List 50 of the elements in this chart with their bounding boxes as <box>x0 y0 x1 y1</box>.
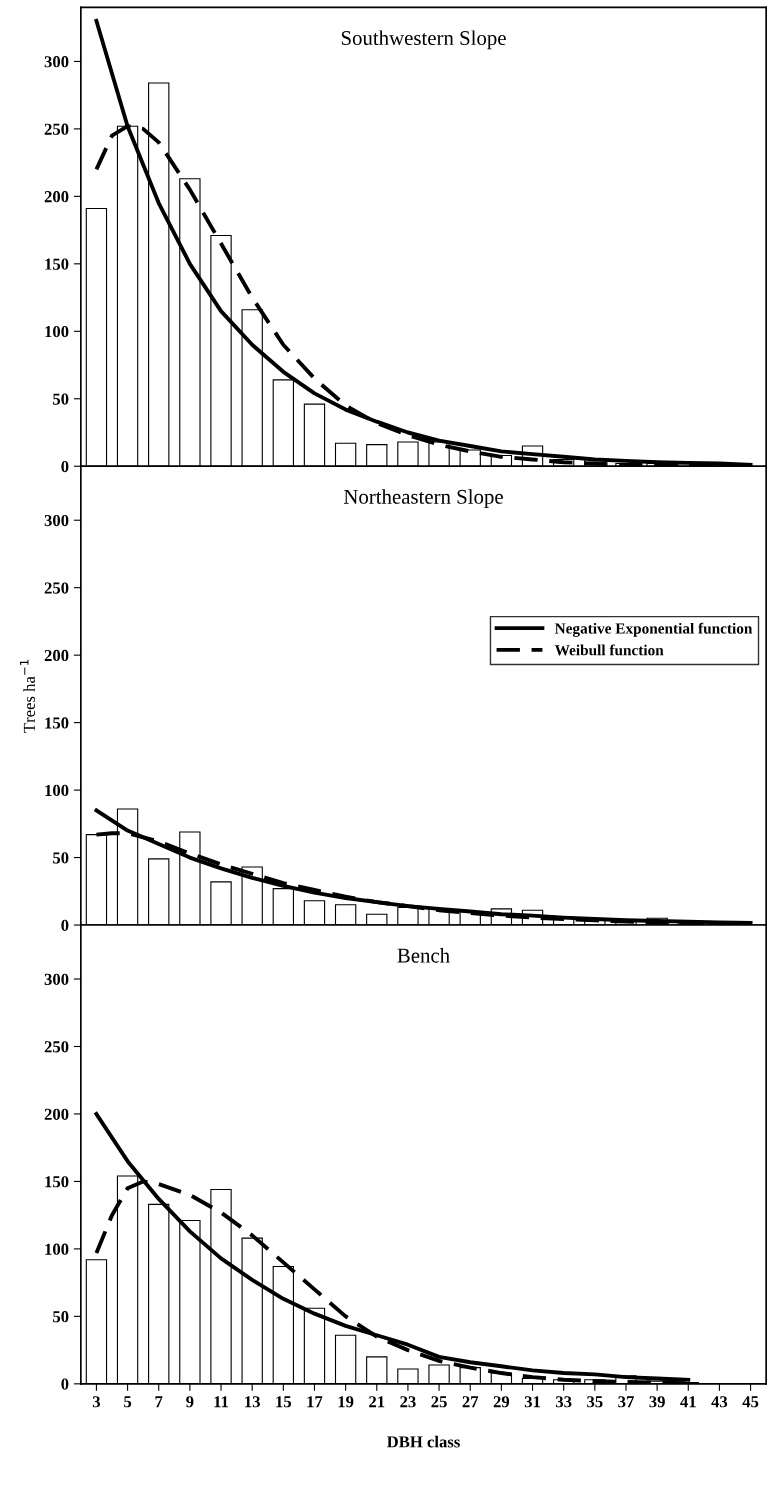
y-tick-label: 200 <box>44 1108 69 1120</box>
x-tick-label: 37 <box>618 1396 634 1408</box>
text: Bench <box>397 947 450 963</box>
y-tick-label: 0 <box>61 460 69 473</box>
x-tick-label: 3 <box>92 1396 101 1408</box>
x-axis-title: DBH class <box>386 1435 460 1448</box>
y-tick-label: 250 <box>44 582 69 594</box>
x-tick-label: 11 <box>214 1396 229 1408</box>
legend-label: Weibull function <box>554 644 664 656</box>
x-tick-label: 5 <box>124 1396 132 1408</box>
y-tick-label: 50 <box>53 1311 69 1323</box>
y-tick-label: 250 <box>44 1041 69 1053</box>
x-tick-label: 39 <box>649 1396 665 1408</box>
legend-label: Negative Exponential function <box>554 622 753 637</box>
x-tick-label: 43 <box>711 1396 728 1408</box>
y-tick-label: 200 <box>44 191 69 203</box>
y-tick-label: 300 <box>44 514 69 527</box>
text: Southwestern Slope <box>341 30 506 50</box>
x-tick-label: 25 <box>431 1396 447 1408</box>
y-tick-label: 0 <box>61 1378 69 1390</box>
y-tick-label: 50 <box>53 852 69 864</box>
y-tick-label: 300 <box>44 973 69 985</box>
y-tick-label: 150 <box>45 258 69 270</box>
x-tick-label: 9 <box>186 1396 194 1408</box>
y-tick-label: 300 <box>44 56 69 68</box>
y-tick-label: 100 <box>45 784 69 797</box>
y-tick-label: 100 <box>45 1243 69 1255</box>
y-axis-title: Trees ha$^{−1}$ <box>19 659 35 733</box>
x-tick-label: 7 <box>155 1396 163 1408</box>
y-tick-label: 200 <box>44 649 69 662</box>
x-tick-label: 33 <box>555 1396 572 1408</box>
x-tick-label: 19 <box>338 1396 354 1408</box>
y-tick-label: 150 <box>45 717 69 729</box>
y-tick-label: 0 <box>61 919 69 931</box>
x-tick-label: 45 <box>742 1396 759 1408</box>
x-tick-label: 27 <box>462 1396 479 1408</box>
x-tick-label: 21 <box>369 1396 385 1408</box>
y-tick-label: 100 <box>45 326 69 338</box>
x-tick-label: 29 <box>493 1396 510 1408</box>
text: Northeastern Slope <box>343 489 503 509</box>
x-tick-label: 13 <box>245 1396 260 1408</box>
x-tick-label: 35 <box>587 1396 603 1408</box>
x-tick-label: 17 <box>307 1396 323 1408</box>
x-tick-label: 23 <box>400 1396 416 1408</box>
x-tick-label: 15 <box>276 1396 292 1408</box>
y-tick-label: 50 <box>53 393 69 405</box>
y-tick-label: 150 <box>45 1176 69 1188</box>
x-tick-label: 31 <box>524 1396 540 1408</box>
x-tick-label: 41 <box>680 1396 696 1408</box>
y-tick-label: 250 <box>44 123 69 135</box>
